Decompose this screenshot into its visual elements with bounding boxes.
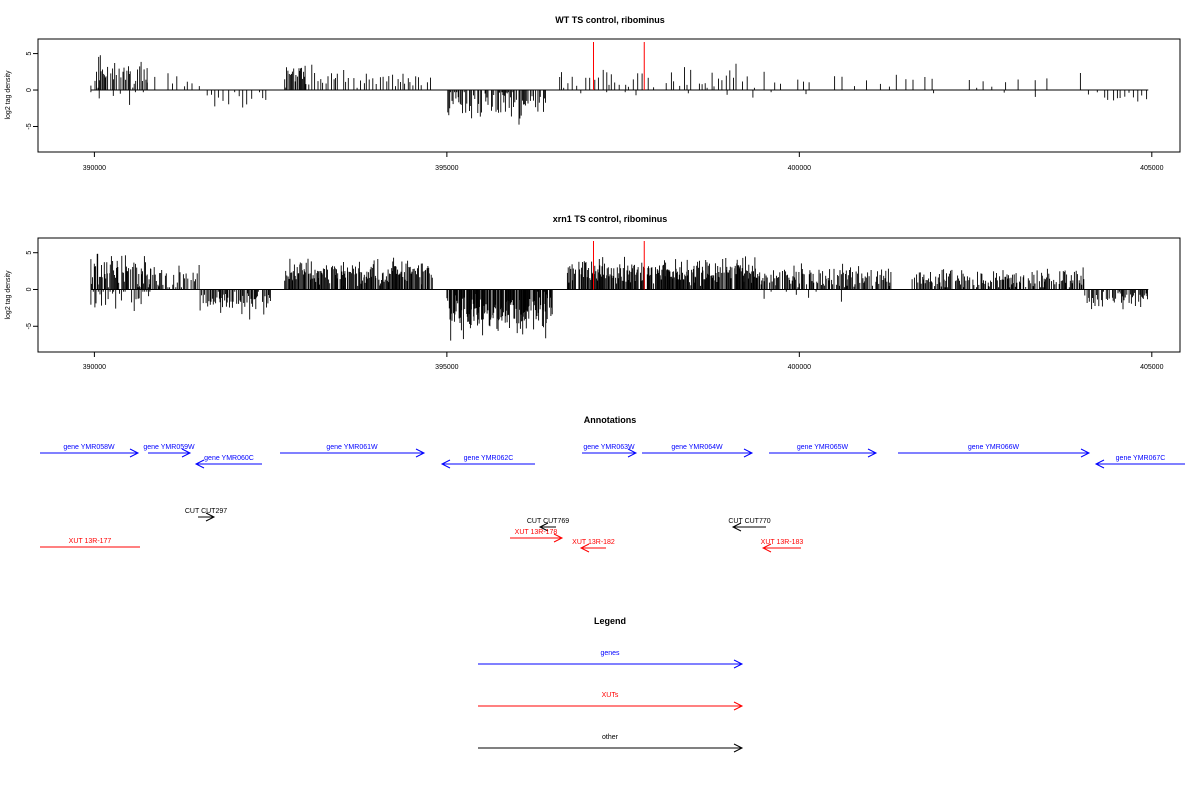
y-tick-label: 0 bbox=[26, 88, 33, 92]
x-tick-label: 400000 bbox=[788, 364, 811, 371]
legend-label: genes bbox=[600, 650, 620, 657]
gene-label: gene YMR063W bbox=[583, 444, 635, 451]
arrowhead-left-icon bbox=[194, 459, 205, 469]
gene-label: gene YMR066W bbox=[968, 444, 1020, 451]
cut-label: CUT CUT770 bbox=[728, 518, 770, 525]
arrowhead-right-icon bbox=[1080, 448, 1091, 458]
y-tick-label: 0 bbox=[26, 287, 33, 291]
xut-label: XUT 13R-177 bbox=[69, 538, 112, 545]
arrowhead-left-icon bbox=[1094, 459, 1105, 469]
xrn1-axes: 390000 395000 400000 405000 5 0 -5 bbox=[26, 251, 1164, 371]
cut-feature: CUT CUT769 bbox=[527, 518, 569, 532]
cut-feature: CUT CUT297 bbox=[185, 508, 227, 522]
gene-label: gene YMR059W bbox=[143, 444, 195, 451]
cut-label: CUT CUT297 bbox=[185, 508, 227, 515]
gene-label: gene YMR065W bbox=[797, 444, 849, 451]
xrn1-coverage-panel: xrn1 TS control, ribominus log2 tag dens… bbox=[5, 214, 1181, 371]
legend-item: other bbox=[478, 734, 744, 753]
y-tick-label: 5 bbox=[26, 251, 33, 255]
y-tick-label: 5 bbox=[26, 52, 33, 56]
xrn1-plot-frame bbox=[37, 237, 1181, 353]
arrowhead-right-icon bbox=[129, 448, 140, 458]
arrowhead-right-icon bbox=[627, 448, 638, 458]
gene-label: gene YMR062C bbox=[464, 455, 514, 462]
xut-label: XUT 13R-182 bbox=[572, 539, 615, 546]
xrn1-panel-title: xrn1 TS control, ribominus bbox=[553, 214, 668, 224]
arrowhead-right-icon bbox=[733, 659, 744, 669]
xut-feature: XUT 13R-183 bbox=[761, 539, 804, 553]
xut-label: XUT 13R-183 bbox=[761, 539, 804, 546]
x-tick-label: 395000 bbox=[435, 364, 458, 371]
arrowhead-left-icon bbox=[731, 522, 742, 532]
annotation-features: gene YMR058W gene YMR059W gene YMR060C gene… bbox=[40, 444, 1185, 553]
annotations-panel: Annotations gene YMR058W gene YMR059Wgene… bbox=[40, 415, 1185, 553]
arrowhead-left-icon bbox=[579, 543, 590, 553]
arrowhead-right-icon bbox=[553, 533, 564, 543]
arrowhead-right-icon bbox=[733, 701, 744, 711]
arrowhead-right-icon bbox=[415, 448, 426, 458]
x-tick-label: 395000 bbox=[435, 165, 458, 172]
wt-marker-lines bbox=[592, 42, 645, 91]
x-tick-label: 405000 bbox=[1140, 165, 1163, 172]
gene-label: gene YMR060C bbox=[204, 455, 254, 462]
xut-feature: XUT 13R-182 bbox=[572, 539, 615, 553]
arrowhead-right-icon bbox=[181, 448, 192, 458]
arrowhead-left-icon bbox=[538, 522, 549, 532]
wt-coverage-bars bbox=[90, 55, 1149, 125]
wt-y-axis-label: log2 tag density bbox=[5, 70, 12, 120]
legend-items: genes XUTs other bbox=[478, 650, 744, 753]
x-tick-label: 400000 bbox=[788, 165, 811, 172]
wt-plot-frame bbox=[37, 38, 1181, 153]
x-tick-label: 390000 bbox=[83, 364, 106, 371]
gene-label: gene YMR064W bbox=[671, 444, 723, 451]
gene-feature: gene YMR065W bbox=[769, 444, 878, 458]
wt-panel-title: WT TS control, ribominus bbox=[555, 15, 665, 25]
arrowhead-right-icon bbox=[743, 448, 754, 458]
gene-feature: gene YMR062C bbox=[440, 455, 535, 469]
gene-feature: gene YMR060C bbox=[194, 455, 262, 469]
legend-item: genes bbox=[478, 650, 744, 669]
gene-feature: gene YMR066W bbox=[898, 444, 1091, 458]
cut-label: CUT CUT769 bbox=[527, 518, 569, 525]
cut-feature: CUT CUT770 bbox=[728, 518, 771, 532]
xut-label: XUT 13R-178 bbox=[515, 529, 558, 536]
arrowhead-right-icon bbox=[867, 448, 878, 458]
gene-label: gene YMR058W bbox=[63, 444, 115, 451]
gene-label: gene YMR067C bbox=[1116, 455, 1166, 462]
gene-feature: gene YMR059W bbox=[143, 444, 195, 458]
x-tick-label: 390000 bbox=[83, 165, 106, 172]
gene-feature: gene YMR064W bbox=[642, 444, 754, 458]
wt-axes: 390000 395000 400000 405000 5 0 -5 bbox=[26, 52, 1164, 172]
y-tick-label: -5 bbox=[26, 123, 33, 129]
gene-feature: gene YMR061W bbox=[280, 444, 426, 458]
arrowhead-right-icon bbox=[733, 743, 744, 753]
legend-title: Legend bbox=[594, 616, 626, 626]
xrn1-marker-lines bbox=[592, 241, 645, 290]
legend-item: XUTs bbox=[478, 692, 744, 711]
arrowhead-left-icon bbox=[761, 543, 772, 553]
xut-feature: XUT 13R-177 bbox=[40, 538, 140, 548]
gene-feature: gene YMR058W bbox=[40, 444, 140, 458]
arrowhead-right-icon bbox=[205, 512, 216, 522]
annotations-title: Annotations bbox=[584, 415, 637, 425]
gene-feature: gene YMR067C bbox=[1094, 455, 1185, 469]
x-tick-label: 405000 bbox=[1140, 364, 1163, 371]
legend-label: other bbox=[602, 734, 619, 741]
legend-label: XUTs bbox=[602, 692, 619, 699]
xrn1-y-axis-label: log2 tag density bbox=[5, 270, 12, 320]
wt-coverage-panel: WT TS control, ribominus log2 tag densit… bbox=[5, 15, 1181, 172]
xrn1-coverage-bars bbox=[90, 253, 1149, 341]
y-tick-label: -5 bbox=[26, 323, 33, 329]
gene-label: gene YMR061W bbox=[326, 444, 378, 451]
xut-feature: XUT 13R-178 bbox=[510, 529, 564, 543]
gene-feature: gene YMR063W bbox=[582, 444, 638, 458]
arrowhead-left-icon bbox=[440, 459, 451, 469]
legend-panel: Legend genes XUTs other bbox=[478, 616, 744, 753]
